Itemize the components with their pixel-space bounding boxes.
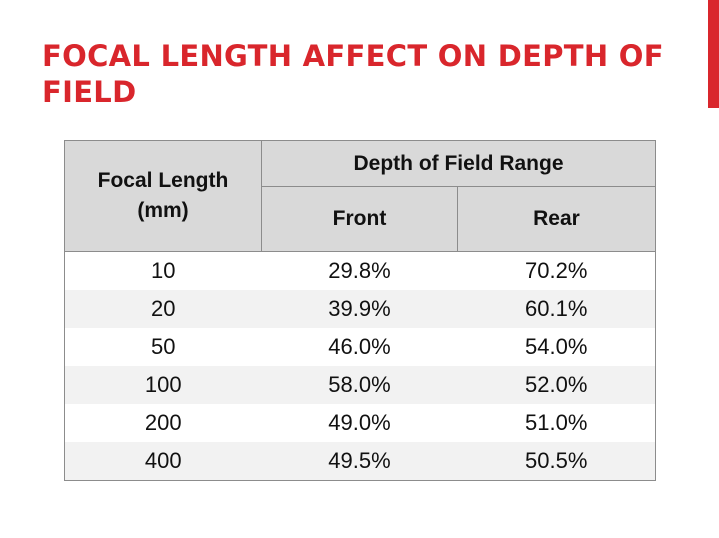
rear-header: Rear xyxy=(457,186,656,252)
focal-length-cell: 20 xyxy=(64,290,262,328)
focal-length-cell: 200 xyxy=(144,410,182,435)
rear-cell: 60.1% xyxy=(457,290,656,328)
front-cell: 29.8% xyxy=(328,258,391,283)
slide-title: Focal Length Affect on Depth of Field xyxy=(42,39,664,109)
focal-length-cell: 10 xyxy=(151,258,176,283)
accent-bar xyxy=(708,0,719,108)
table-row: 200 49.0% 51.0% xyxy=(65,404,656,442)
front-cell: 58.0% xyxy=(261,366,458,404)
focal-length-cell: 50 xyxy=(151,334,176,359)
table-header: Focal Length (mm) Depth of Field Range F… xyxy=(64,140,656,252)
rear-cell: 51.0% xyxy=(525,410,588,435)
focal-length-cell: 100 xyxy=(64,366,262,404)
front-cell: 39.9% xyxy=(261,290,458,328)
rear-cell: 52.0% xyxy=(457,366,656,404)
table-row: 20 39.9% 60.1% xyxy=(64,290,656,328)
table-row: 100 58.0% 52.0% xyxy=(64,366,656,404)
rear-cell: 54.0% xyxy=(525,334,588,359)
depth-of-field-range-header: Depth of Field Range xyxy=(261,140,656,187)
table-row: 400 49.5% 50.5% xyxy=(64,442,656,481)
focal-length-header: Focal Length (mm) xyxy=(64,140,262,252)
rear-cell: 50.5% xyxy=(457,442,656,481)
rear-cell: 70.2% xyxy=(525,258,588,283)
front-cell: 49.0% xyxy=(328,410,391,435)
front-cell: 49.5% xyxy=(261,442,458,481)
front-header: Front xyxy=(261,186,458,252)
depth-of-field-table: Focal Length (mm) Depth of Field Range F… xyxy=(64,140,656,481)
focal-length-header-line2: (mm) xyxy=(137,199,189,222)
table-body: 10 29.8% 70.2% 20 39.9% 60.1% 50 46.0% 5… xyxy=(64,251,656,481)
table-row: 10 29.8% 70.2% xyxy=(65,252,656,291)
focal-length-header-line1: Focal Length xyxy=(97,169,229,192)
focal-length-cell: 400 xyxy=(64,442,262,481)
table-row: 50 46.0% 54.0% xyxy=(65,328,656,366)
front-cell: 46.0% xyxy=(328,334,391,359)
